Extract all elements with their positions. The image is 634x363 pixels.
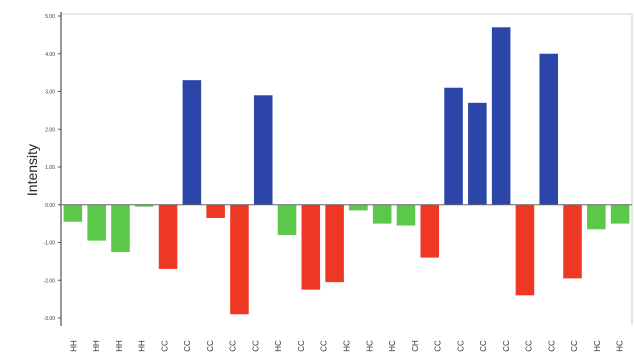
x-tick-label: HC [616,340,625,352]
x-tick-label: HC [593,340,602,352]
y-tick-label: -2.00 [44,278,56,284]
bar [111,204,130,252]
bar [206,204,225,218]
x-tick-label: CH [411,340,420,352]
y-tick-label: 1.00 [45,165,55,171]
x-tick-label: HC [343,340,352,352]
bar [444,87,463,205]
y-tick-label: 5.00 [45,14,55,20]
x-tick-label: HH [92,340,101,352]
bar [134,204,154,207]
bar [87,204,106,241]
x-tick-label: CC [229,340,238,352]
y-tick-label: -3.00 [44,316,56,322]
x-tick-label: CC [297,340,306,352]
bar [182,80,202,205]
y-tick-label: -1.00 [44,241,56,247]
y-tick-label: 0.00 [45,203,55,209]
x-tick-label: CC [160,340,169,352]
x-tick-label: CC [479,340,488,352]
x-tick-label: HC [365,340,374,352]
bar [420,204,440,258]
bar [539,53,559,205]
x-tick-label: CC [434,340,443,352]
x-tick-label: CC [251,340,260,352]
x-tick-label: CC [183,340,192,352]
y-tick-label: 2.00 [45,127,55,133]
bar [468,102,487,205]
y-tick-label: 4.00 [45,52,55,58]
bar [563,204,582,279]
bar [587,204,606,230]
x-tick-label: CC [206,340,215,352]
y-axis-title: Intensity [24,143,40,197]
bar [277,204,297,235]
bar [158,204,178,269]
bar [515,204,535,296]
x-tick-label: HH [69,340,78,352]
bar [230,204,249,315]
bar [610,204,630,224]
x-tick-label: HC [388,340,397,352]
x-tick-label: CC [456,340,465,352]
x-tick-label: CC [570,340,579,352]
bar [325,204,344,283]
x-tick-label: HH [115,340,124,352]
x-tick-label: HH [138,340,147,352]
bar [63,204,83,222]
y-tick-label: 3.00 [45,90,55,96]
bar [372,204,392,224]
bar [301,204,321,290]
bar [253,95,273,205]
x-tick-label: CC [525,340,534,352]
x-tick-label: CC [502,340,511,352]
bar [491,27,511,205]
x-tick-label: CC [320,340,329,352]
x-tick-label: CC [547,340,556,352]
bar [349,204,368,211]
bar [396,204,416,226]
x-tick-label: HC [274,340,283,352]
